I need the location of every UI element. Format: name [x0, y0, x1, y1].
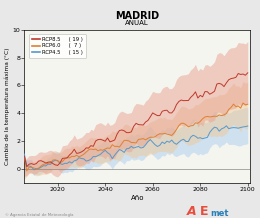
- Title: MADRID: MADRID: [115, 11, 159, 21]
- Text: met: met: [211, 209, 229, 218]
- Text: ANUAL: ANUAL: [125, 20, 149, 26]
- Text: E: E: [200, 205, 209, 218]
- Text: A: A: [187, 205, 197, 218]
- Text: © Agencia Estatal de Meteorología: © Agencia Estatal de Meteorología: [5, 213, 74, 217]
- X-axis label: Año: Año: [131, 195, 144, 201]
- Y-axis label: Cambio de la temperatura máxima (°C): Cambio de la temperatura máxima (°C): [4, 48, 10, 165]
- Legend: RCP8.5     ( 19 ), RCP6.0     (  7 ), RCP4.5     ( 15 ): RCP8.5 ( 19 ), RCP6.0 ( 7 ), RCP4.5 ( 15…: [29, 34, 86, 58]
